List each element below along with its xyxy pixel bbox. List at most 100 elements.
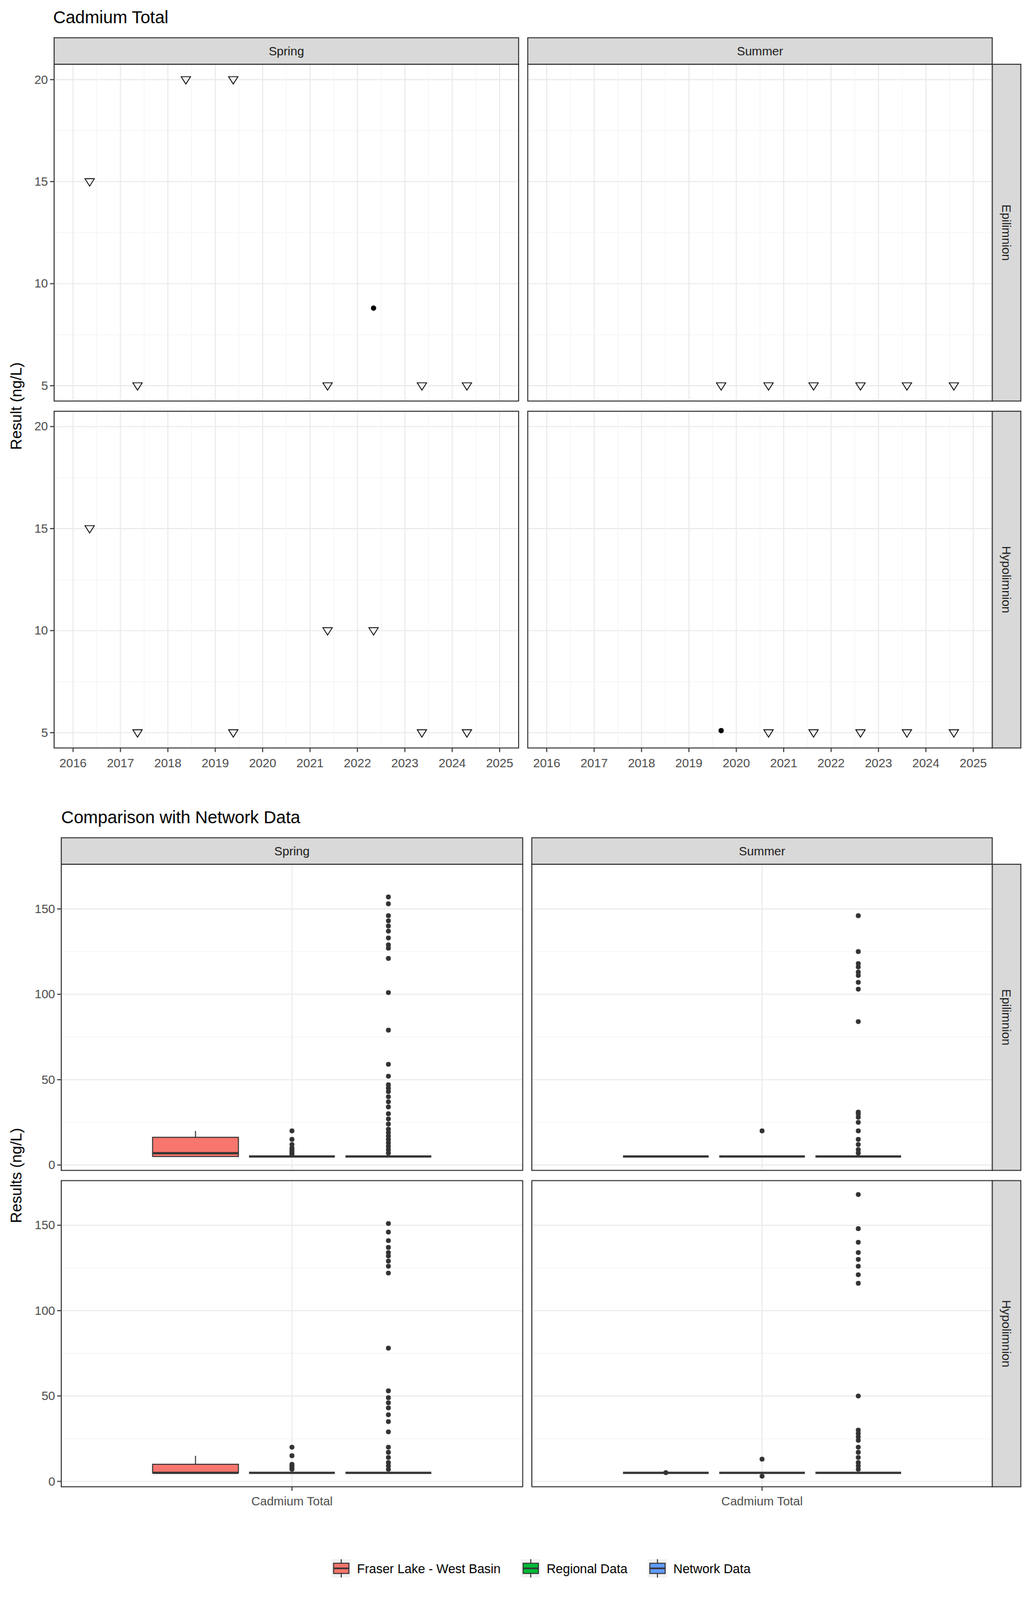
point-nondetect	[132, 382, 143, 391]
minor-grid	[381, 64, 382, 402]
major-grid	[404, 64, 406, 402]
x-tick	[593, 748, 595, 753]
box	[719, 1472, 806, 1474]
x-tick-label: 2024	[438, 756, 467, 770]
outlier	[289, 1445, 295, 1451]
outlier	[385, 1062, 391, 1068]
panel	[61, 1180, 523, 1487]
point-nondetect	[85, 525, 95, 533]
outlier	[759, 1129, 765, 1134]
outlier	[855, 987, 861, 993]
legend-key	[333, 1563, 349, 1574]
point-nondetect	[322, 382, 333, 391]
outlier	[759, 1457, 765, 1462]
major-grid	[309, 411, 311, 749]
legend-key-median	[649, 1567, 666, 1570]
major-grid	[309, 64, 311, 402]
legend-item: Fraser Lake - West Basin	[331, 1559, 501, 1579]
outlier	[385, 1401, 391, 1406]
x-tick	[761, 1487, 763, 1492]
minor-grid	[569, 411, 571, 749]
y-tick-label: 5	[41, 378, 48, 393]
x-tick-label: 2025	[959, 756, 988, 770]
legend-item: Network Data	[647, 1559, 751, 1579]
outlier	[855, 1281, 861, 1287]
legend-key-median	[522, 1567, 539, 1570]
strip-label: Epilimnion	[999, 204, 1014, 261]
minor-grid	[759, 64, 761, 402]
panel-border	[54, 64, 519, 402]
y-tick-label: 20	[34, 419, 49, 433]
point-nondetect	[417, 730, 427, 738]
whisker	[194, 1456, 196, 1465]
median	[152, 1152, 239, 1156]
x-tick	[451, 748, 454, 753]
outlier	[289, 1454, 295, 1459]
point-nondetect	[808, 730, 819, 738]
minor-grid	[428, 64, 429, 402]
outlier	[385, 1419, 391, 1425]
y-tick-label: 100	[34, 987, 55, 1002]
median	[622, 1155, 709, 1159]
y-tick-label: 100	[34, 1304, 55, 1318]
chart-title: Cadmium Total	[52, 7, 169, 27]
legend-label: Fraser Lake - West Basin	[357, 1562, 501, 1577]
point-nondetect	[85, 178, 95, 186]
y-tick	[57, 994, 62, 996]
outlier	[385, 1455, 391, 1461]
median	[815, 1472, 901, 1475]
minor-grid	[285, 64, 287, 402]
outlier	[855, 973, 861, 979]
major-grid	[119, 64, 121, 402]
point-nondetect	[902, 730, 912, 738]
x-tick-label: 2021	[769, 756, 798, 770]
x-tick-label: 2018	[154, 756, 182, 770]
outlier	[385, 1445, 391, 1451]
plot-area	[152, 1221, 432, 1474]
strip-label: Epilimnion	[999, 989, 1014, 1047]
major-grid	[736, 64, 738, 402]
y-tick	[50, 630, 55, 632]
y-tick	[50, 732, 55, 734]
outlier	[385, 1074, 391, 1080]
box	[345, 1156, 432, 1158]
box	[815, 1156, 901, 1158]
outlier	[385, 936, 391, 941]
outlier	[385, 1089, 391, 1095]
x-tick	[291, 1487, 293, 1492]
panel	[527, 64, 993, 402]
grid	[54, 64, 519, 402]
y-tick	[50, 79, 55, 81]
y-tick-label: 10	[34, 276, 49, 291]
y-tick-label: 150	[34, 1218, 55, 1233]
y-tick-label: 0	[48, 1158, 55, 1172]
outlier	[855, 980, 861, 985]
panel-border	[527, 64, 993, 402]
point-nondetect	[855, 730, 866, 738]
x-tick-label: 2017	[580, 756, 608, 770]
median	[345, 1472, 432, 1475]
minor-grid	[949, 64, 950, 402]
strip	[992, 864, 1021, 1171]
y-tick	[57, 1395, 62, 1398]
strip-label: Summer	[736, 44, 784, 58]
grid	[531, 1180, 993, 1487]
major-grid	[973, 411, 975, 749]
outlier	[385, 1230, 391, 1236]
outlier	[855, 1226, 861, 1232]
major-grid	[356, 64, 358, 402]
y-tick-label: 0	[48, 1475, 55, 1489]
major-grid	[761, 864, 763, 1171]
y-axis-title: Results (ng/L)	[7, 1128, 25, 1224]
strip-label: Hypolimnion	[999, 546, 1014, 614]
major-grid	[761, 1180, 763, 1487]
panel-border	[61, 1180, 523, 1487]
major-grid	[925, 411, 927, 749]
x-tick	[877, 748, 879, 753]
major-grid	[72, 411, 74, 749]
minor-grid	[238, 411, 240, 749]
x-tick	[783, 748, 785, 753]
y-tick-label: 150	[34, 902, 55, 916]
y-tick	[50, 528, 55, 530]
strip-label: Hypolimnion	[999, 1300, 1014, 1368]
